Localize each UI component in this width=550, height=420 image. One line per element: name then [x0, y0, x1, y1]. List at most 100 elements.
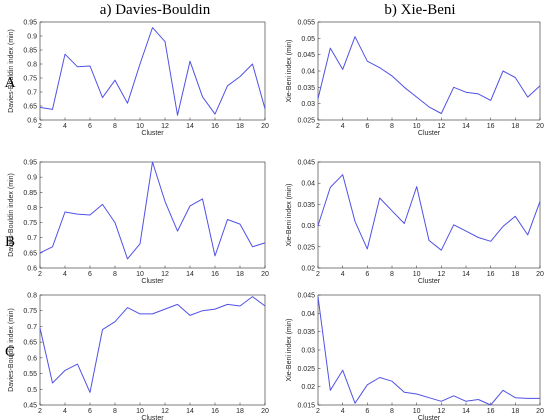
x-axis-label: Cluster: [141, 130, 164, 137]
y-axis-label: Xie-Beni index (min): [286, 318, 293, 381]
y-tick-label: 0.035: [297, 85, 315, 92]
y-tick-label: 0.02: [301, 384, 315, 391]
x-tick-label: 10: [413, 123, 421, 130]
y-axis-label: Davies-Bouldin index (min): [8, 308, 15, 392]
x-axis-label: Cluster: [418, 278, 441, 285]
y-tick-label: 0.025: [297, 244, 315, 251]
x-tick-label: 10: [413, 408, 421, 415]
y-tick-label: 0.045: [297, 160, 315, 167]
x-tick-label: 18: [236, 271, 244, 278]
x-tick-label: 18: [236, 408, 244, 415]
x-tick-label: 18: [511, 123, 519, 130]
y-tick-label: 0.6: [27, 355, 37, 362]
y-tick-label: 0.65: [23, 104, 37, 111]
y-tick-label: 0.04: [301, 181, 315, 188]
y-axis-label: Davies-Bouldin index (min): [8, 29, 15, 113]
x-axis-label: Cluster: [141, 415, 164, 420]
row-label-c: C: [5, 344, 15, 360]
x-tick-label: 12: [437, 123, 445, 130]
x-tick-label: 20: [536, 408, 544, 415]
y-tick-label: 0.015: [297, 403, 315, 410]
y-tick-label: 0.75: [23, 220, 37, 227]
x-tick-label: 6: [365, 123, 369, 130]
chart-panel-b-xie-beni: 2 4 6 8 10 12 14 16 18 20 0.02 0.025 0.03 0.035 0.04 0.…: [286, 160, 544, 286]
y-axis-label: Xie-Beni index (min): [286, 183, 293, 246]
chart-panel-b-davies-bouldin: 2 4 6 8 10 12 14 16 18 20 0.6 0.65 0.7 0.75 0.8 0.85 0.9…: [8, 160, 269, 286]
x-tick-label: 4: [63, 271, 67, 278]
y-tick-label: 0.045: [297, 293, 315, 300]
x-tick-label: 4: [63, 123, 67, 130]
chart-panel-a-davies-bouldin: 2 4 6 8 10 12 14 16 18 20 0.6 0.65 0.7 0.75 0.8 0.85 0.9…: [8, 20, 269, 138]
x-tick-label: 10: [413, 271, 421, 278]
x-axis-label: Cluster: [418, 415, 441, 420]
row-label-a: A: [5, 75, 16, 91]
y-tick-label: 0.04: [301, 69, 315, 76]
x-tick-label: 14: [462, 123, 470, 130]
y-tick-label: 0.6: [27, 266, 37, 273]
x-tick-label: 20: [261, 271, 269, 278]
x-tick-label: 2: [38, 271, 42, 278]
x-tick-label: 16: [487, 271, 495, 278]
x-tick-label: 8: [113, 408, 117, 415]
x-tick-label: 2: [38, 123, 42, 130]
y-tick-label: 0.04: [301, 311, 315, 318]
x-tick-label: 20: [536, 123, 544, 130]
y-tick-label: 0.02: [301, 266, 315, 273]
y-axis-label: Xie-Beni index (min): [286, 39, 293, 102]
y-tick-label: 0.7: [27, 324, 37, 331]
y-tick-label: 0.03: [301, 223, 315, 230]
y-tick-label: 0.8: [27, 205, 37, 212]
x-tick-label: 14: [462, 408, 470, 415]
x-tick-label: 16: [487, 123, 495, 130]
x-tick-label: 2: [316, 408, 320, 415]
x-tick-label: 8: [390, 271, 394, 278]
y-tick-label: 0.035: [297, 329, 315, 336]
x-tick-label: 12: [161, 271, 169, 278]
x-tick-label: 8: [113, 271, 117, 278]
x-tick-label: 10: [136, 123, 144, 130]
y-tick-label: 0.7: [27, 235, 37, 242]
x-tick-label: 20: [261, 408, 269, 415]
chart-panels: 2 4 6 8 10 12 14 16 18 20 0.6 0.65 0.7 0.75 0.8 0.85 0.9…: [8, 20, 544, 420]
column-title-davies-bouldin: a) Davies-Bouldin: [100, 2, 211, 18]
y-tick-label: 0.5: [27, 387, 37, 394]
x-tick-label: 6: [365, 408, 369, 415]
x-tick-label: 6: [88, 123, 92, 130]
x-tick-label: 6: [88, 271, 92, 278]
x-tick-label: 2: [316, 271, 320, 278]
y-tick-label: 0.03: [301, 101, 315, 108]
x-tick-label: 18: [511, 271, 519, 278]
x-tick-label: 8: [113, 123, 117, 130]
row-label-b: B: [5, 234, 15, 250]
y-tick-label: 0.95: [23, 20, 37, 27]
x-tick-label: 6: [365, 271, 369, 278]
x-axis-label: Cluster: [141, 278, 164, 285]
y-tick-label: 0.85: [23, 190, 37, 197]
x-tick-label: 6: [88, 408, 92, 415]
y-tick-label: 0.75: [23, 76, 37, 83]
x-tick-label: 14: [186, 123, 194, 130]
x-tick-label: 10: [136, 271, 144, 278]
y-tick-label: 0.85: [23, 48, 37, 55]
x-axis-label: Cluster: [418, 130, 441, 137]
x-tick-label: 10: [136, 408, 144, 415]
y-tick-label: 0.7: [27, 90, 37, 97]
plot-frame: [317, 161, 541, 269]
y-tick-label: 0.055: [297, 20, 315, 27]
y-tick-label: 0.9: [27, 175, 37, 182]
y-tick-label: 0.025: [297, 118, 315, 125]
plot-frame: [39, 294, 266, 406]
x-tick-label: 8: [390, 408, 394, 415]
x-tick-label: 4: [341, 408, 345, 415]
x-tick-label: 2: [38, 408, 42, 415]
plot-frame: [317, 294, 541, 406]
y-tick-label: 0.05: [301, 36, 315, 43]
x-tick-label: 4: [341, 271, 345, 278]
y-tick-label: 0.025: [297, 366, 315, 373]
plot-frame: [317, 21, 541, 121]
x-tick-label: 12: [161, 123, 169, 130]
x-tick-label: 16: [211, 123, 219, 130]
y-tick-label: 0.8: [27, 293, 37, 300]
x-tick-label: 14: [186, 271, 194, 278]
x-tick-label: 16: [487, 408, 495, 415]
